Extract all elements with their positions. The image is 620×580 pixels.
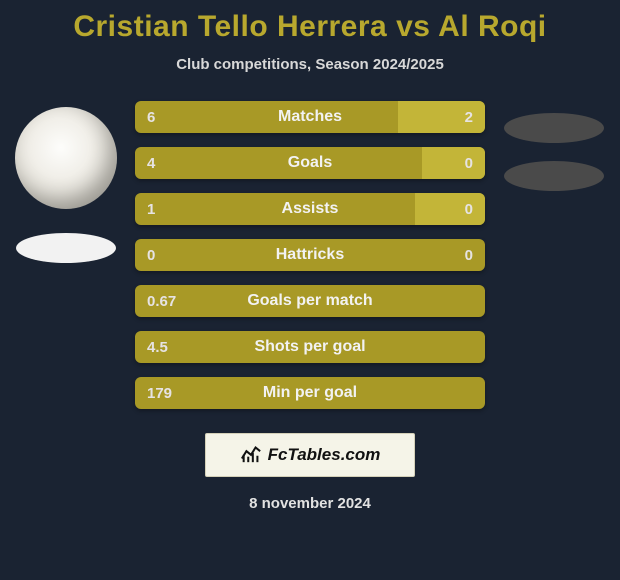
- stat-label: Goals per match: [135, 285, 485, 317]
- stat-label: Shots per goal: [135, 331, 485, 363]
- stat-bar: 4Goals0: [135, 147, 485, 179]
- stat-right-value: 0: [465, 193, 473, 225]
- stat-bar: 4.5Shots per goal: [135, 331, 485, 363]
- player-left-avatar: [15, 107, 117, 209]
- player-left-badge: [16, 233, 116, 263]
- stat-label: Goals: [135, 147, 485, 179]
- stat-right-value: 0: [465, 147, 473, 179]
- date-label: 8 november 2024: [249, 495, 371, 512]
- player-right-badge-1: [504, 113, 604, 143]
- content-row: 6Matches24Goals01Assists00Hattricks00.67…: [0, 101, 620, 409]
- player-right-column: [503, 101, 605, 191]
- stat-label: Hattricks: [135, 239, 485, 271]
- player-left-column: [15, 101, 117, 263]
- stat-right-value: 2: [465, 101, 473, 133]
- chart-icon: [240, 442, 262, 469]
- stats-bars: 6Matches24Goals01Assists00Hattricks00.67…: [135, 101, 485, 409]
- stat-bar: 0Hattricks0: [135, 239, 485, 271]
- page-subtitle: Club competitions, Season 2024/2025: [176, 56, 444, 73]
- stat-bar: 0.67Goals per match: [135, 285, 485, 317]
- brand-text: FcTables.com: [268, 445, 381, 465]
- stat-label: Min per goal: [135, 377, 485, 409]
- stat-right-value: 0: [465, 239, 473, 271]
- stat-bar: 6Matches2: [135, 101, 485, 133]
- stat-label: Assists: [135, 193, 485, 225]
- stat-bar: 1Assists0: [135, 193, 485, 225]
- page-title: Cristian Tello Herrera vs Al Roqi: [73, 10, 546, 44]
- comparison-card: Cristian Tello Herrera vs Al Roqi Club c…: [0, 0, 620, 580]
- brand-badge: FcTables.com: [205, 433, 415, 477]
- player-right-badge-2: [504, 161, 604, 191]
- stat-bar: 179Min per goal: [135, 377, 485, 409]
- stat-label: Matches: [135, 101, 485, 133]
